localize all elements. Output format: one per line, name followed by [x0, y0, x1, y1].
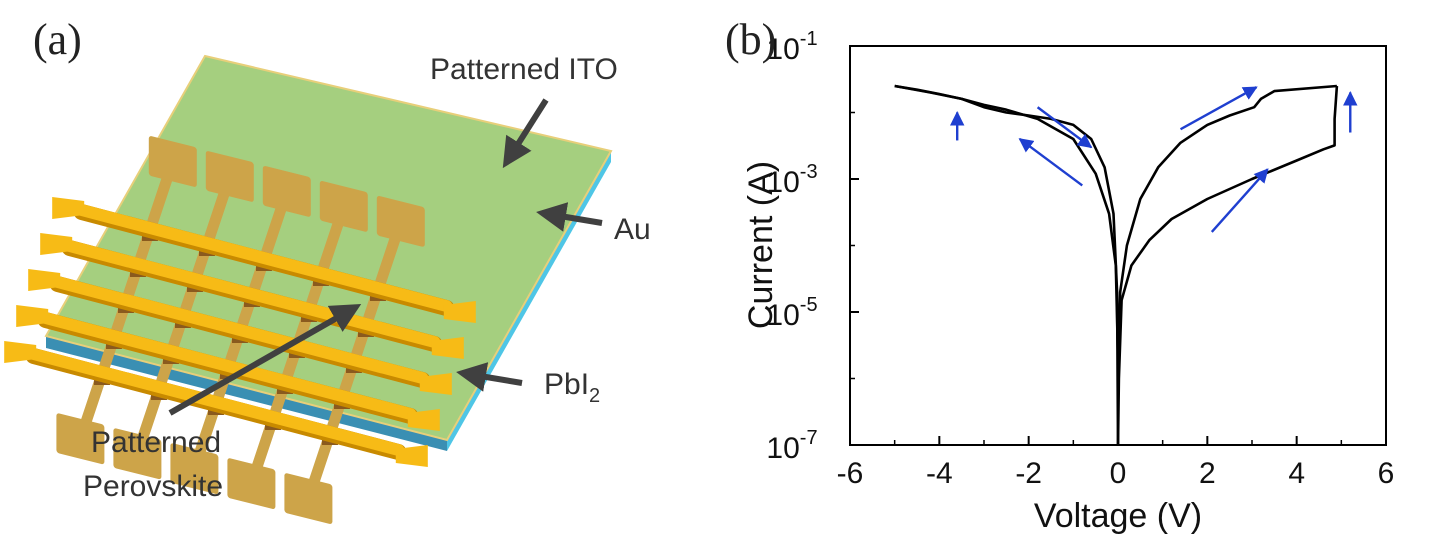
panel-label-a: (a)	[33, 15, 82, 64]
au-pad-left	[28, 269, 61, 291]
axis-ticks: -6 -4 -2 0 2 4 610-710-510-310-1	[766, 28, 1394, 490]
ito-pad-bottom	[170, 443, 219, 494]
y-tick-base: 10	[766, 33, 799, 66]
x-tick-label: -2	[1015, 457, 1042, 490]
ito-callout-arrow	[502, 98, 549, 169]
ito-pad-bottom	[284, 473, 333, 524]
pbi2-main: PbI	[544, 368, 589, 401]
iv-chart: -6 -4 -2 0 2 4 610-710-510-310-1 Voltage (V) C…	[742, 28, 1394, 535]
x-tick-label: -4	[926, 457, 953, 490]
au-strip-layer	[4, 197, 476, 467]
y-tick-base: 10	[766, 432, 799, 465]
ito-pad-top	[262, 166, 311, 217]
sweep-arrow	[1018, 137, 1083, 187]
ito-pad-top	[376, 196, 425, 247]
x-tick-label: 0	[1110, 457, 1127, 490]
au-label: Au	[614, 213, 651, 246]
au-pad-left	[52, 197, 85, 219]
x-tick-label: 4	[1288, 457, 1305, 490]
au-strip	[75, 204, 453, 312]
sweep-arrow	[1179, 86, 1258, 131]
au-pad-right	[431, 337, 464, 359]
y-tick-base: 10	[766, 299, 799, 332]
device-schematic-panel: (a) Patterned ITO Au PbI2 Patterned Pero…	[0, 0, 720, 551]
au-strip	[27, 348, 405, 456]
au-pad-left	[16, 305, 49, 327]
ito-pad-top	[319, 181, 368, 232]
sweep-arrow	[1210, 168, 1269, 233]
au-pad-right	[407, 409, 440, 431]
y-tick-base: 10	[766, 166, 799, 199]
iv-curve-series	[1116, 84, 1338, 359]
au-strip	[63, 240, 441, 348]
iv-curve-series	[1116, 85, 1339, 446]
au-pad-right	[395, 445, 428, 467]
perovskite-callout-arrow	[168, 304, 362, 416]
pbi2-label: PbI2	[544, 368, 600, 407]
y-tick-label: 10-1	[766, 28, 817, 66]
device-schematic: Patterned ITO Au PbI2 Patterned Perovski…	[4, 53, 651, 524]
pbi2-subscript: 2	[589, 385, 600, 407]
y-tick-label: 10-7	[766, 427, 817, 465]
perovskite-label-line1: Patterned	[91, 426, 221, 459]
ito-pad-top	[205, 151, 254, 202]
panel-label-b: (b)	[725, 15, 777, 64]
ito-pad-bottom	[56, 413, 105, 465]
sweep-arrow	[1036, 106, 1093, 149]
iv-curve-panel: (b) -6 -4 -2 0 2 4 6 10-7 10-5 10-3 10-1 Voltage (…	[720, 0, 1439, 551]
au-strip	[51, 276, 429, 384]
au-callout-arrow	[536, 202, 603, 232]
au-strip	[39, 312, 417, 420]
au-pad-right	[419, 373, 452, 395]
au-pad-right	[443, 301, 476, 323]
iv-curve-series	[894, 84, 1120, 446]
x-axis-label: Voltage (V)	[1034, 497, 1202, 535]
y-tick-exponent: -5	[800, 294, 818, 316]
x-tick-label: 6	[1378, 457, 1395, 490]
perovskite-label-line2: Perovskite	[83, 470, 223, 503]
data-series	[894, 84, 1339, 446]
au-pad-left	[40, 233, 73, 255]
x-tick-label: 2	[1199, 457, 1216, 490]
sweep-direction-arrows	[949, 86, 1358, 233]
y-tick-label: 10-5	[766, 294, 817, 332]
iv-curve-series	[894, 84, 1120, 359]
pbi2-callout-arrow	[456, 362, 523, 392]
ito-pad-top	[148, 136, 197, 187]
ito-label: Patterned ITO	[430, 53, 618, 86]
y-tick-label: 10-3	[766, 161, 817, 199]
ito-pad-bottom	[113, 428, 162, 480]
x-tick-label: -6	[837, 457, 864, 490]
y-tick-exponent: -1	[800, 28, 818, 50]
substrate-front-side	[46, 336, 447, 451]
ito-pad-bottom	[227, 458, 276, 509]
au-pad-left	[4, 341, 37, 363]
y-tick-exponent: -7	[800, 427, 818, 449]
y-tick-exponent: -3	[800, 161, 818, 183]
y-axis-label: Current (A)	[742, 161, 780, 329]
